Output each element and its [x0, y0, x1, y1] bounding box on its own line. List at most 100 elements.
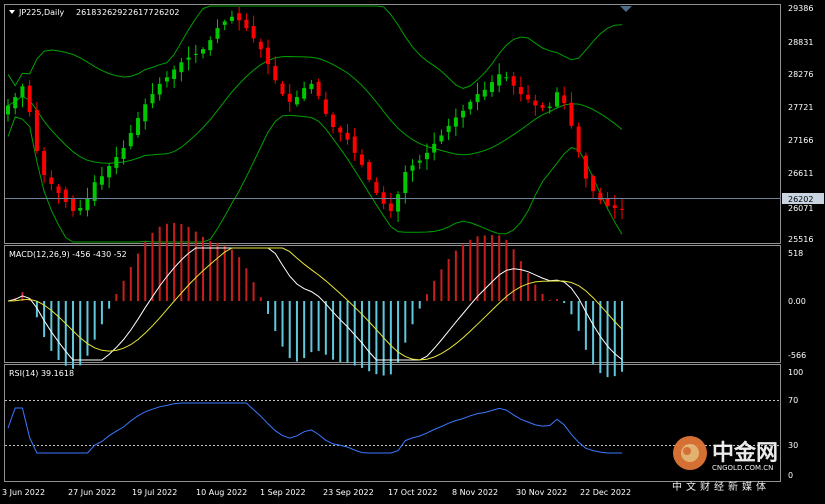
- candle-body: [518, 87, 523, 95]
- price-tick: 29386: [788, 4, 813, 13]
- candle-body: [554, 92, 559, 107]
- candle-body: [150, 94, 155, 104]
- candle-body: [562, 95, 567, 104]
- time-tick: 1 Sep 2022: [260, 488, 306, 497]
- candle-body: [547, 106, 552, 108]
- candle-body: [576, 126, 581, 153]
- candle-body: [99, 176, 104, 185]
- rsi-line: [7, 402, 622, 454]
- watermark-tagline: 中文财经新媒体: [672, 480, 770, 493]
- candle-body: [424, 152, 429, 160]
- symbol-timeframe: JP225,Daily: [18, 8, 65, 17]
- candle-body: [258, 41, 263, 50]
- time-tick: 30 Nov 2022: [516, 488, 567, 497]
- candle-body: [396, 194, 401, 212]
- candle-body: [583, 155, 588, 179]
- candle-body: [251, 26, 256, 39]
- ohlc-close: 26202: [154, 8, 179, 17]
- candle-body: [620, 208, 624, 210]
- chart-shift-icon[interactable]: [620, 6, 632, 12]
- current-price-tag: [782, 193, 824, 204]
- macd-histogram: [14, 222, 623, 378]
- rsi-axis: 100 70 30 0: [788, 368, 803, 480]
- candle-body: [598, 192, 603, 201]
- candle-body: [439, 135, 444, 142]
- candle-body: [359, 154, 364, 165]
- candle-body: [504, 77, 509, 79]
- candle-body: [85, 198, 90, 211]
- candle-body: [309, 83, 314, 90]
- macd-axis: 518 0.00 -566: [788, 249, 806, 360]
- time-tick: 17 Oct 2022: [388, 488, 437, 497]
- bollinger-middle: [7, 55, 623, 164]
- candle-body: [497, 74, 502, 86]
- candle-body: [6, 105, 10, 115]
- price-tick: 28276: [788, 70, 813, 79]
- candle-body: [78, 207, 83, 211]
- cngold-watermark: 中金网 CNGOLD.COM.CN 中文财经新媒体: [672, 436, 778, 493]
- candle-body: [533, 100, 538, 106]
- candle-body: [338, 127, 343, 133]
- bollinger-lower: [7, 114, 623, 243]
- candle-body: [294, 97, 299, 105]
- candle-body: [374, 182, 379, 194]
- time-tick: 8 Nov 2022: [452, 488, 498, 497]
- main-price-panel: [4, 4, 781, 244]
- macd-main-line: [7, 247, 623, 361]
- ohlc-high: 26292: [102, 8, 127, 17]
- price-tick: 27721: [788, 103, 813, 112]
- candle-body: [71, 198, 76, 211]
- candle-body: [222, 21, 227, 25]
- time-tick: 10 Aug 2022: [196, 488, 247, 497]
- candle-body: [229, 16, 234, 21]
- candle-body: [526, 94, 531, 100]
- price-axis: 29386 28831 28276 27721 27166 26611 2607…: [782, 4, 824, 244]
- time-tick: 3 Jun 2022: [2, 488, 45, 497]
- candle-body: [34, 110, 39, 152]
- candle-body: [475, 94, 480, 103]
- price-tick: 26071: [788, 204, 813, 213]
- candle-body: [186, 57, 191, 60]
- candle-body: [489, 82, 494, 93]
- rsi-tick: 100: [788, 368, 803, 377]
- price-tick: 26611: [788, 169, 813, 178]
- candle-body: [13, 97, 18, 109]
- symbol-dropdown-icon[interactable]: [9, 10, 15, 14]
- candle-body: [63, 189, 68, 202]
- candle-body: [323, 99, 328, 114]
- candle-body: [403, 172, 408, 194]
- candle-body: [201, 49, 206, 54]
- candle-body: [511, 76, 516, 86]
- price-tick: 28831: [788, 38, 813, 47]
- time-tick: 22 Dec 2022: [580, 488, 631, 497]
- bollinger-upper: [7, 5, 623, 89]
- candlesticks: [6, 7, 624, 222]
- candle-body: [92, 182, 97, 201]
- candle-body: [114, 157, 119, 168]
- rsi-title: RSI(14) 39.1618: [9, 369, 74, 378]
- candle-body: [193, 53, 198, 55]
- price-tick: 27166: [788, 136, 813, 145]
- price-tick: 25516: [788, 235, 813, 244]
- candle-body: [266, 47, 271, 65]
- candle-body: [417, 160, 422, 163]
- candle-body: [331, 114, 336, 128]
- candle-body: [446, 125, 451, 133]
- panel-frames: [4, 4, 781, 482]
- rsi-tick: 30: [788, 441, 798, 450]
- candle-body: [179, 62, 184, 73]
- candle-body: [302, 88, 307, 99]
- bollinger-bands: [7, 5, 623, 243]
- candle-body: [605, 198, 610, 207]
- candle-body: [128, 133, 133, 147]
- candle-body: [157, 83, 162, 95]
- candle-body: [316, 81, 321, 96]
- candle-body: [136, 118, 141, 136]
- candle-body: [143, 104, 148, 122]
- candle-body: [410, 165, 415, 171]
- candle-body: [244, 19, 249, 29]
- macd-lines: [7, 247, 623, 361]
- candle-body: [42, 151, 47, 176]
- time-axis: 3 Jun 2022 27 Jun 2022 19 Jul 2022 10 Au…: [2, 488, 631, 497]
